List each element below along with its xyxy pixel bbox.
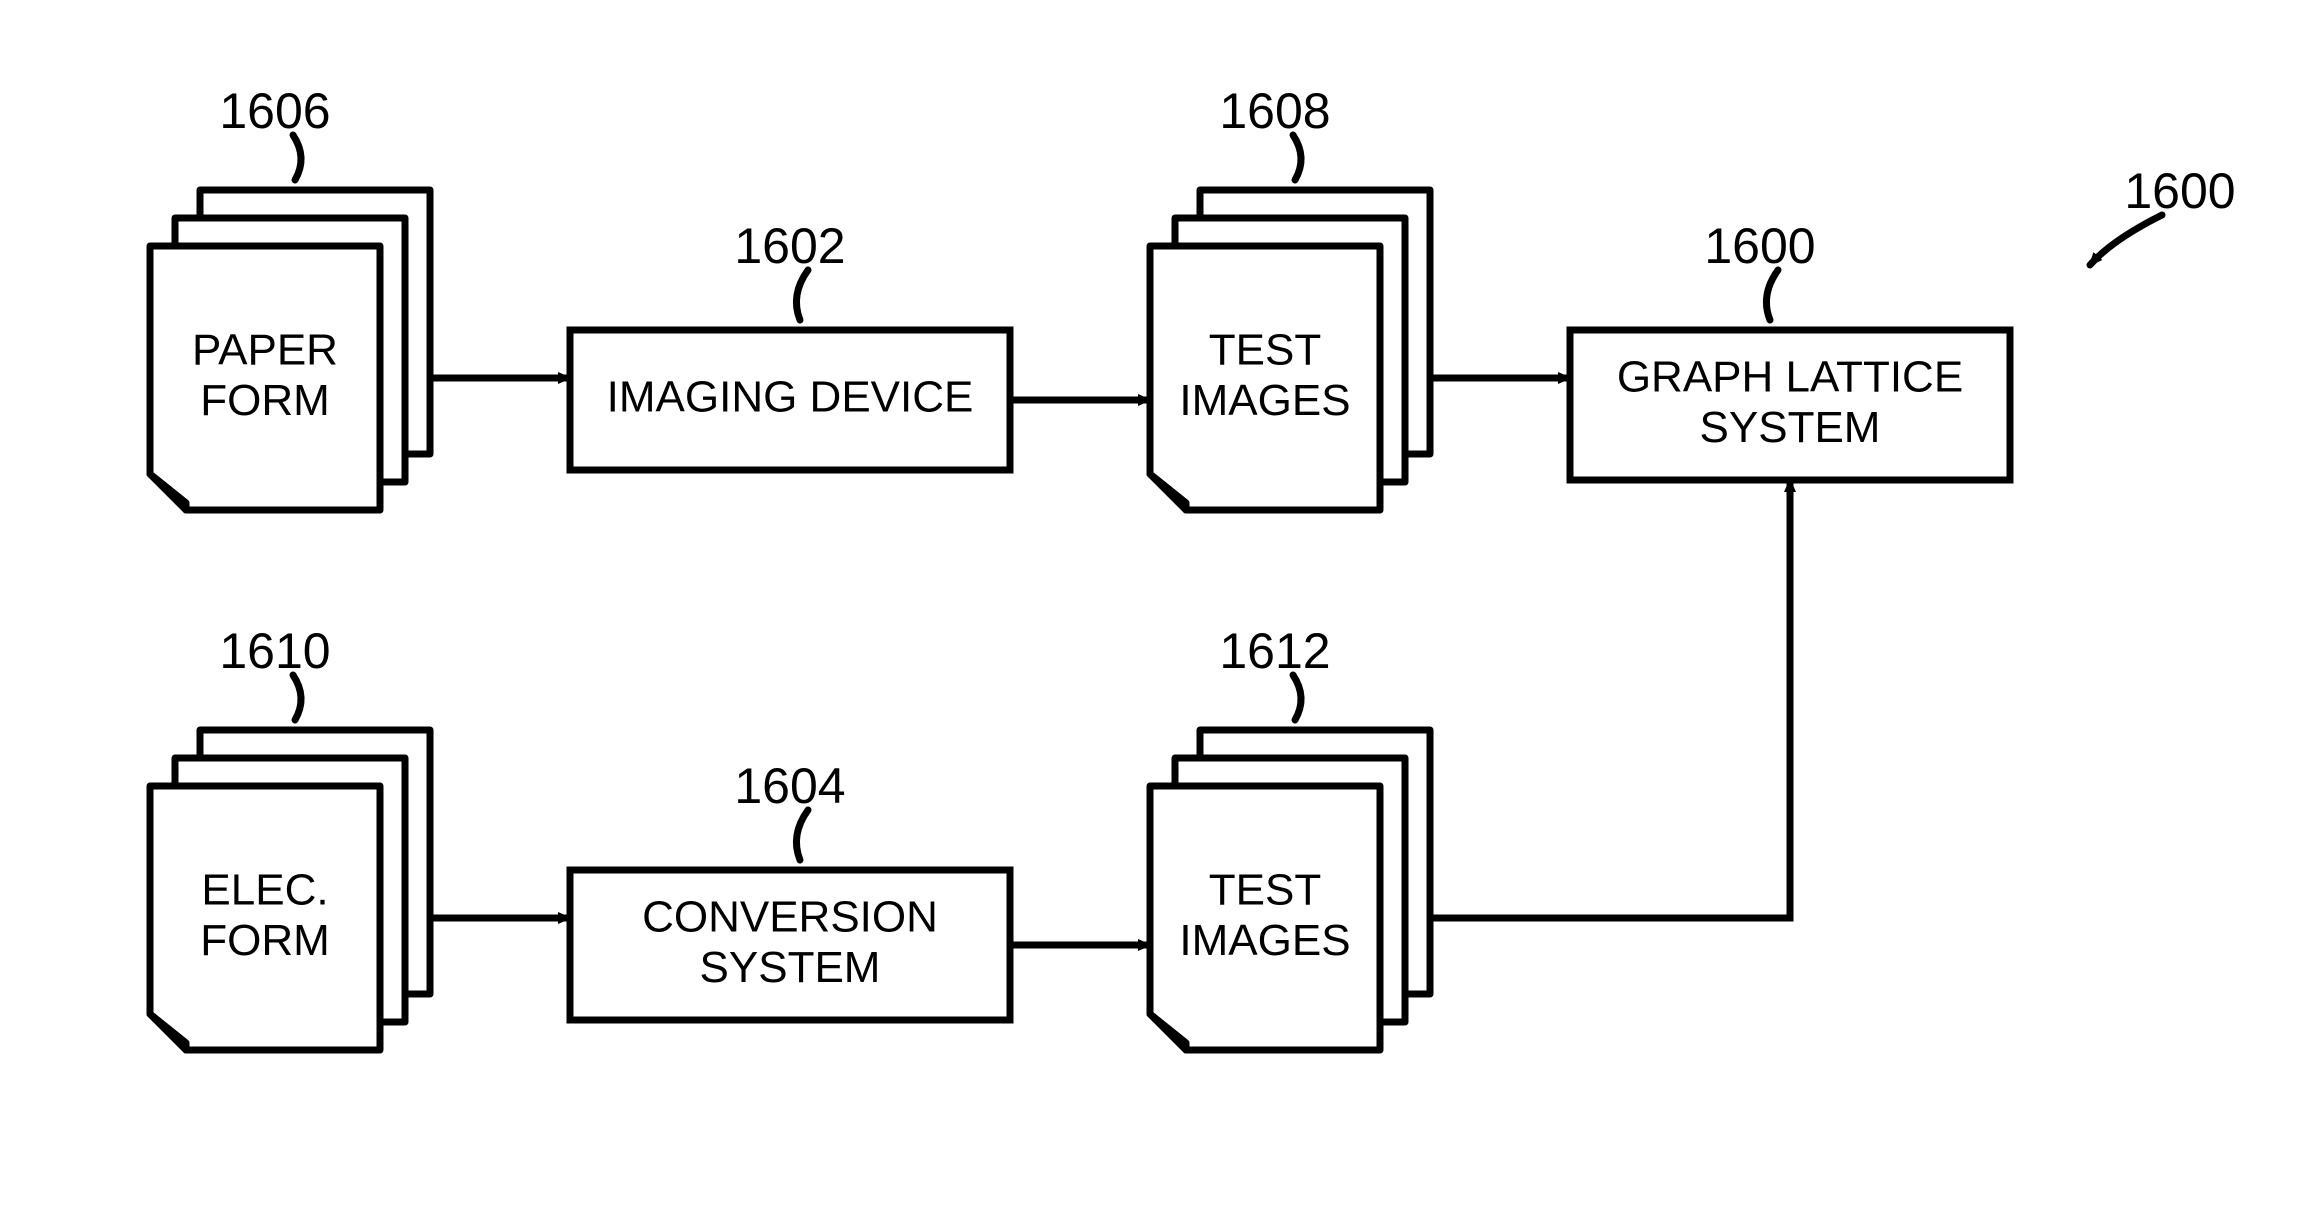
ref-label: 1612 [1219, 623, 1330, 720]
doc-stack-test_images2: TESTIMAGES [1150, 730, 1430, 1050]
node-text: SYSTEM [700, 943, 881, 992]
node-text: CONVERSION [642, 892, 938, 941]
node-text: TEST [1209, 865, 1321, 914]
ref-label: 1600 [1704, 218, 1815, 320]
node-text: PAPER [192, 325, 338, 374]
node-text: IMAGES [1179, 916, 1350, 965]
ref-label: 1600 [2090, 163, 2236, 265]
node-text: GRAPH LATTICE [1617, 352, 1963, 401]
edge-test_images2-to-graph_lattice [1430, 480, 1790, 918]
svg-text:1600: 1600 [2124, 163, 2235, 219]
node-text: SYSTEM [1700, 403, 1881, 452]
node-text: FORM [200, 376, 330, 425]
node-text: TEST [1209, 325, 1321, 374]
ref-label: 1602 [734, 218, 845, 320]
svg-text:1608: 1608 [1219, 83, 1330, 139]
node-text: ELEC. [201, 865, 328, 914]
node-text: IMAGES [1179, 376, 1350, 425]
rect-node-graph_lattice: GRAPH LATTICESYSTEM [1570, 330, 2010, 480]
flow-diagram: PAPERFORMIMAGING DEVICETESTIMAGESGRAPH L… [0, 0, 2321, 1220]
svg-text:1610: 1610 [219, 623, 330, 679]
rect-node-imaging: IMAGING DEVICE [570, 330, 1010, 470]
svg-text:1604: 1604 [734, 758, 845, 814]
doc-stack-elec_form: ELEC.FORM [150, 730, 430, 1050]
ref-label: 1608 [1219, 83, 1330, 180]
doc-stack-test_images1: TESTIMAGES [1150, 190, 1430, 510]
ref-label: 1606 [219, 83, 330, 180]
svg-text:1606: 1606 [219, 83, 330, 139]
ref-label: 1604 [734, 758, 845, 860]
node-text: IMAGING DEVICE [607, 373, 974, 422]
svg-text:1612: 1612 [1219, 623, 1330, 679]
svg-text:1602: 1602 [734, 218, 845, 274]
svg-text:1600: 1600 [1704, 218, 1815, 274]
node-text: FORM [200, 916, 330, 965]
ref-label: 1610 [219, 623, 330, 720]
doc-stack-paper_form: PAPERFORM [150, 190, 430, 510]
rect-node-conversion: CONVERSIONSYSTEM [570, 870, 1010, 1020]
